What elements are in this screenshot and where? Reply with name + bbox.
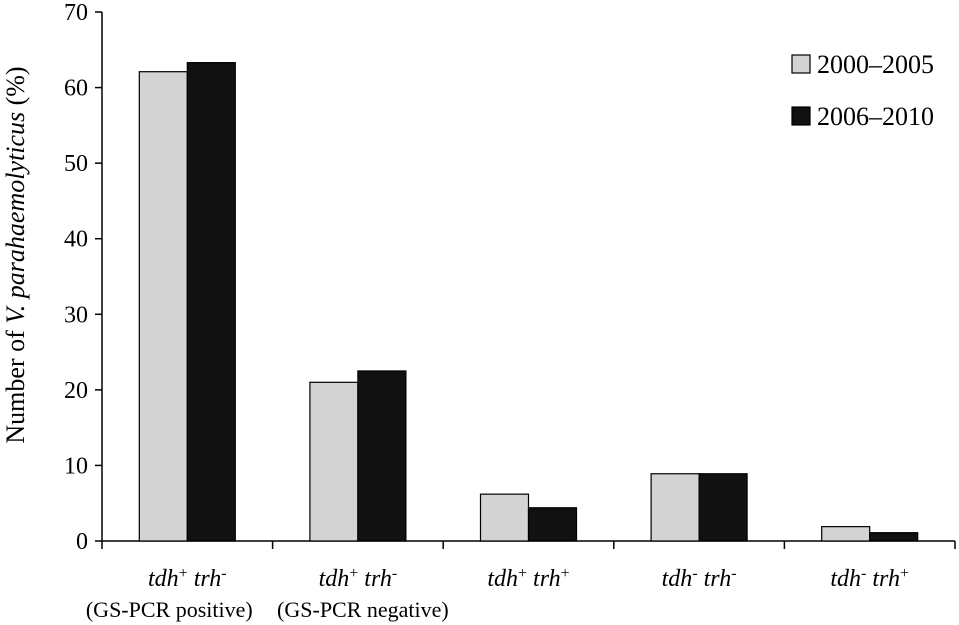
- y-axis-label-part: Number of: [1, 324, 30, 444]
- y-tick-label: 10: [64, 453, 88, 479]
- y-tick-label: 40: [64, 227, 88, 253]
- x-tick-label: tdh- trh+: [830, 565, 909, 593]
- y-tick-label: 20: [64, 378, 88, 404]
- bar-series1: [479, 493, 530, 542]
- bar-series2: [698, 473, 748, 542]
- y-tick-label: 0: [76, 529, 88, 555]
- x-tick-label: tdh+ trh-: [319, 565, 398, 593]
- x-sub-label: (GS-PCR negative): [277, 597, 449, 622]
- bar-series2: [869, 532, 919, 542]
- bar-series1: [309, 381, 359, 542]
- bar-series1: [650, 473, 700, 542]
- legend: 2000–2005 2006–2010: [791, 50, 934, 131]
- y-tick-label: 30: [64, 302, 88, 328]
- x-tick-label: tdh+ trh+: [487, 565, 569, 593]
- legend-label: 2000–2005: [817, 50, 934, 79]
- x-sub-label: (GS-PCR positive): [86, 597, 253, 622]
- legend-label: 2006–2010: [817, 102, 934, 131]
- y-tick-label: 50: [64, 151, 88, 177]
- y-axis-label-part: (%): [1, 66, 30, 111]
- y-axis-label-part: V. parahaemolyticus: [1, 112, 30, 324]
- y-axis: 0 10 20 30 40 50 60 70: [64, 0, 103, 555]
- x-tick-labels: tdh+ trh- (GS-PCR positive) tdh+ trh- (GS-P…: [86, 565, 909, 623]
- bar-series2: [186, 62, 236, 542]
- y-tick-label: 70: [64, 0, 88, 26]
- x-axis: [101, 540, 956, 549]
- x-tick-label: tdh- trh-: [662, 565, 737, 593]
- x-tick-label: tdh+ trh-: [148, 565, 227, 593]
- bar-series2: [527, 507, 578, 542]
- bar-series2: [357, 370, 407, 542]
- bar-series1: [138, 71, 188, 542]
- y-axis-label: Number of V. parahaemolyticus (%): [1, 66, 30, 443]
- bars: [138, 62, 919, 542]
- y-tick-label: 60: [64, 76, 88, 102]
- legend-swatch: [791, 106, 811, 126]
- legend-swatch: [791, 54, 811, 74]
- bar-series1: [821, 526, 871, 542]
